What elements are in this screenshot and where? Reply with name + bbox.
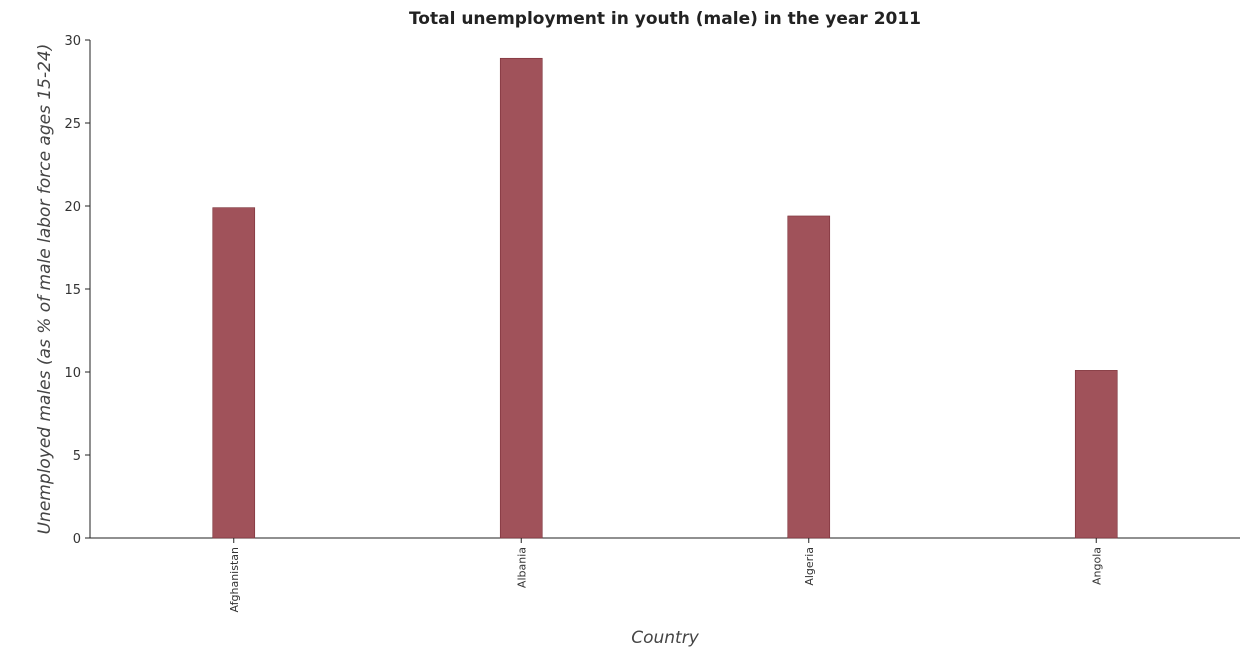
x-tick-label: Algeria [803,547,816,586]
y-tick-label: 5 [73,449,81,464]
bar-afghanistan [212,207,256,539]
plot-area: 0 5 10 15 20 25 30 Afghanistan Albania Algeria Ang… [64,34,1240,612]
y-tick-label: 15 [64,283,81,298]
bar-albania [499,57,543,539]
x-tick-label: Albania [515,547,528,588]
y-tick-label: 25 [64,117,81,132]
chart-title: Total unemployment in youth (male) in th… [409,9,921,29]
y-tick-label: 20 [64,200,81,215]
y-tick-label: 0 [73,532,81,547]
bar-algeria [787,215,831,539]
y-tick-label: 10 [64,366,81,381]
y-tick-label: 30 [64,34,81,49]
y-axis-label: Unemployed males (as % of male labor for… [35,44,55,535]
x-axis-label: Country [631,628,699,648]
bar-angola [1074,370,1118,539]
x-tick-label: Afghanistan [228,547,241,613]
x-tick-label: Angola [1090,547,1103,585]
